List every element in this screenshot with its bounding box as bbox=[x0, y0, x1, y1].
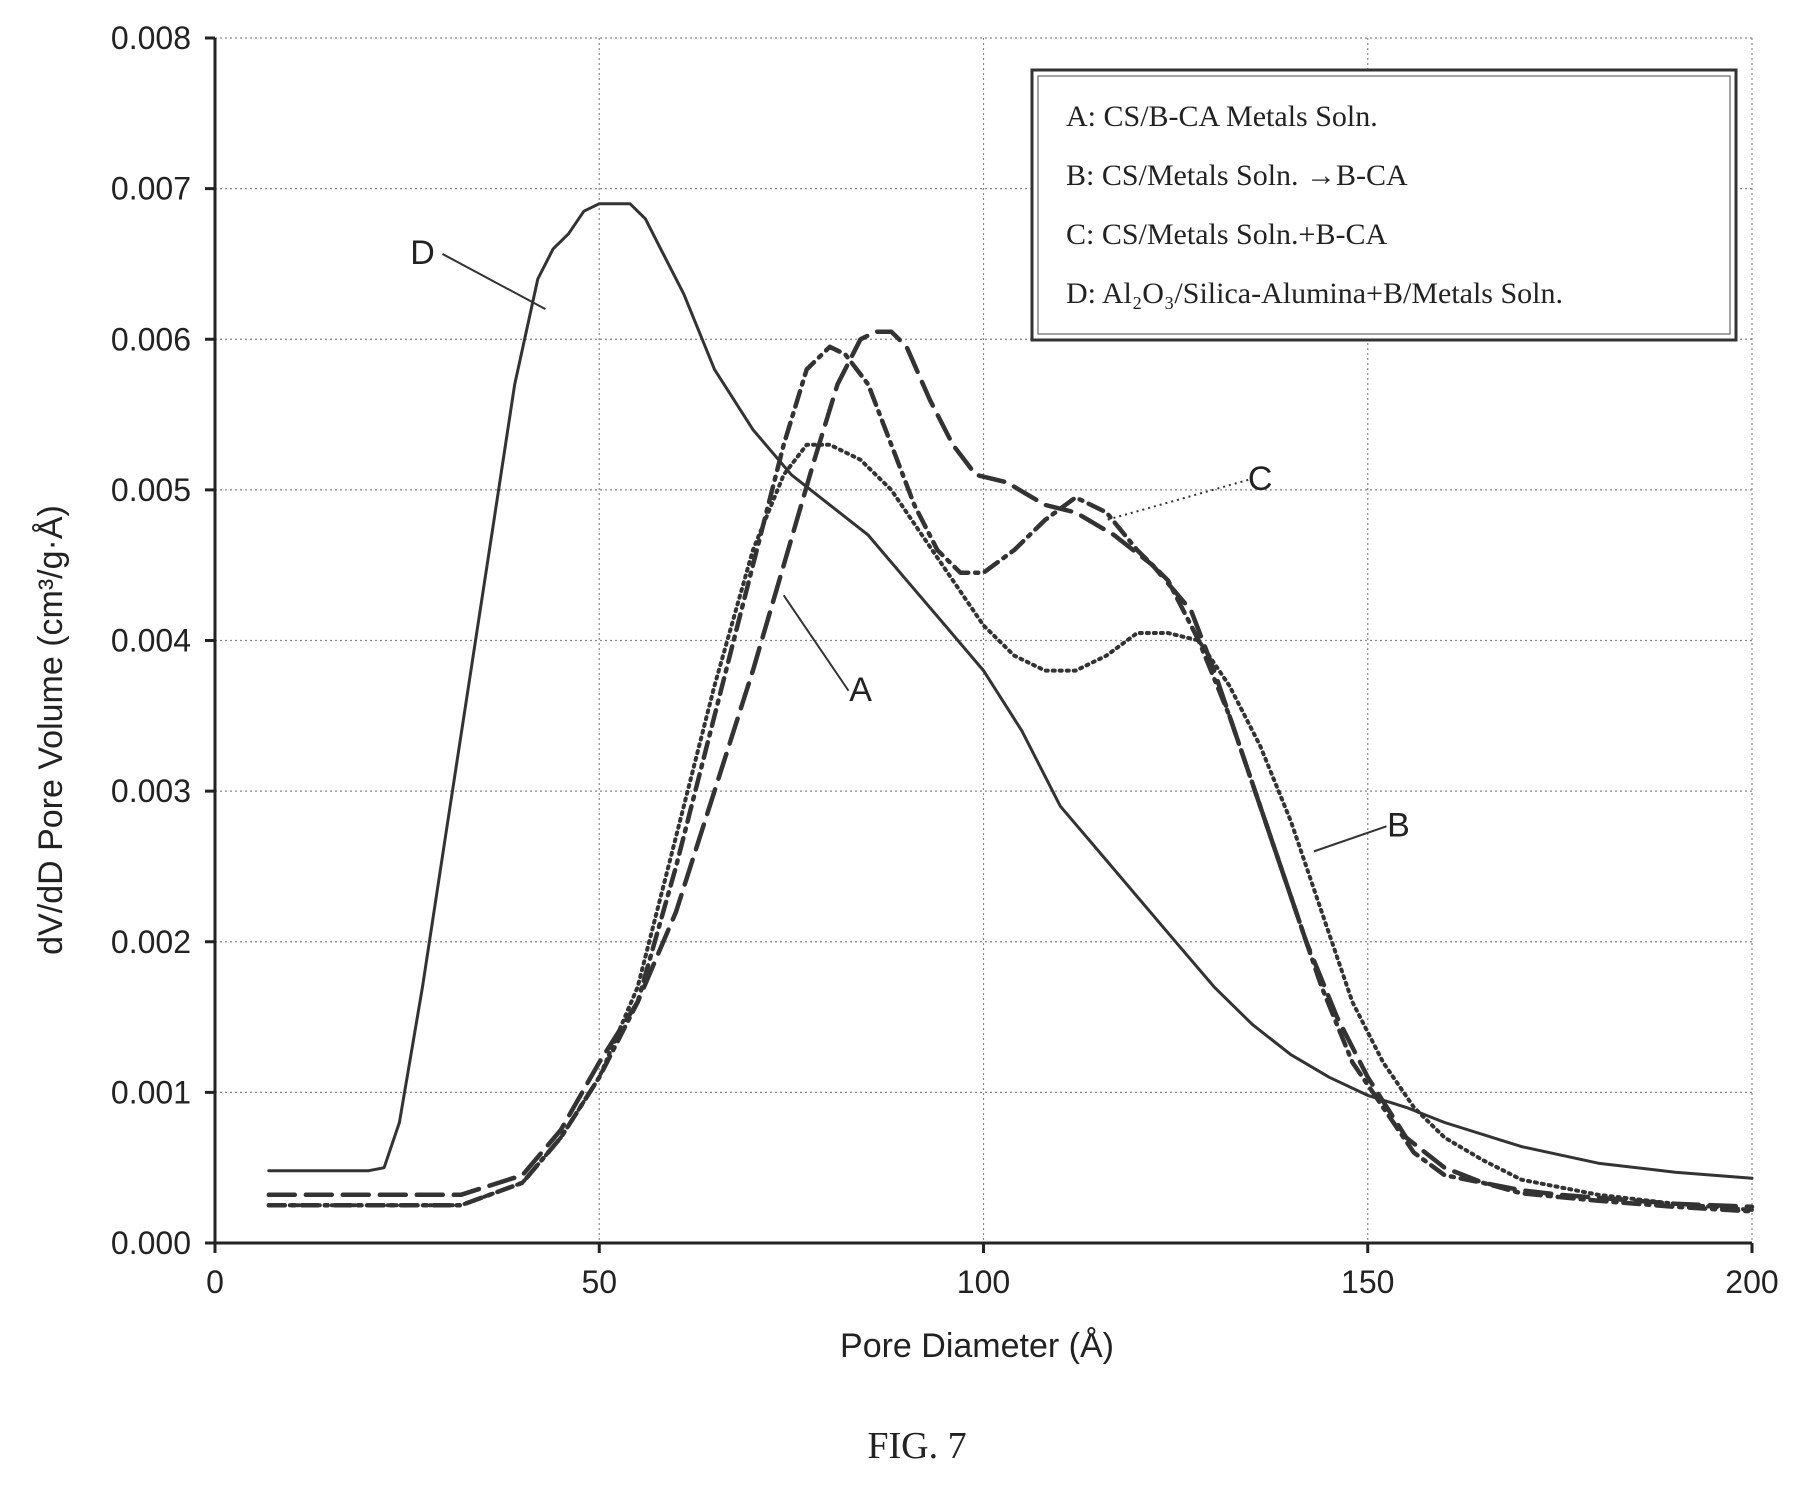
y-tick-label: 0.005 bbox=[111, 472, 191, 508]
x-tick-label: 200 bbox=[1725, 1264, 1778, 1300]
x-tick-label: 50 bbox=[581, 1264, 617, 1300]
y-axis-title: dV/dD Pore Volume (cm³/g·Å) bbox=[32, 505, 70, 955]
legend-entry-c: C: CS/Metals Soln.+B-CA bbox=[1066, 218, 1387, 251]
ticks-layer: 0.000 0.001 0.002 0.003 0.004 0.005 0.006 0.007… bbox=[111, 20, 1779, 1300]
callout-leader-b bbox=[1313, 825, 1387, 853]
callout-leader-d bbox=[442, 253, 546, 311]
callout-label-b: B bbox=[1387, 806, 1410, 844]
y-tick-label: 0.002 bbox=[111, 924, 191, 960]
figure-caption: FIG. 7 bbox=[867, 1425, 966, 1467]
y-tick-label: 0.006 bbox=[111, 321, 191, 357]
series-line-d bbox=[267, 202, 1754, 1180]
y-tick-label: 0.004 bbox=[111, 623, 191, 659]
y-tick-label: 0.001 bbox=[111, 1074, 191, 1110]
x-tick-label: 0 bbox=[206, 1264, 224, 1300]
legend-frame bbox=[1030, 68, 1738, 342]
callout-label-c: C bbox=[1248, 460, 1273, 498]
y-tick-label: 0.007 bbox=[111, 171, 191, 207]
x-tick-label: 100 bbox=[957, 1264, 1010, 1300]
x-axis-title: Pore Diameter (Å) bbox=[840, 1327, 1114, 1365]
series-line-c bbox=[266, 344, 1755, 1214]
x-tick-label: 150 bbox=[1341, 1264, 1394, 1300]
callout-leader-a bbox=[782, 594, 850, 692]
y-tick-label: 0.003 bbox=[111, 773, 191, 809]
series-line-a bbox=[266, 329, 1755, 1210]
legend: A: CS/B-CA Metals Soln. B: CS/Metals Sol… bbox=[1030, 68, 1738, 342]
series-line-b bbox=[266, 442, 1754, 1212]
annotation-layer: A B C D bbox=[410, 234, 1410, 853]
y-tick-label: 0.008 bbox=[111, 20, 191, 56]
y-tick-label: 0.000 bbox=[111, 1225, 191, 1261]
callout-label-a: A bbox=[849, 671, 872, 709]
callout-leader-c bbox=[1106, 478, 1249, 521]
series-layer bbox=[266, 202, 1755, 1214]
legend-entry-d: D: Al₂O₃/Silica-Alumina+B/Metals Soln. bbox=[1066, 277, 1563, 310]
legend-entry-b: B: CS/Metals Soln. →B-CA bbox=[1066, 159, 1408, 192]
callout-label-d: D bbox=[410, 234, 435, 272]
legend-entry-a: A: CS/B-CA Metals Soln. bbox=[1066, 100, 1378, 133]
legend-inner-frame bbox=[1037, 75, 1731, 335]
